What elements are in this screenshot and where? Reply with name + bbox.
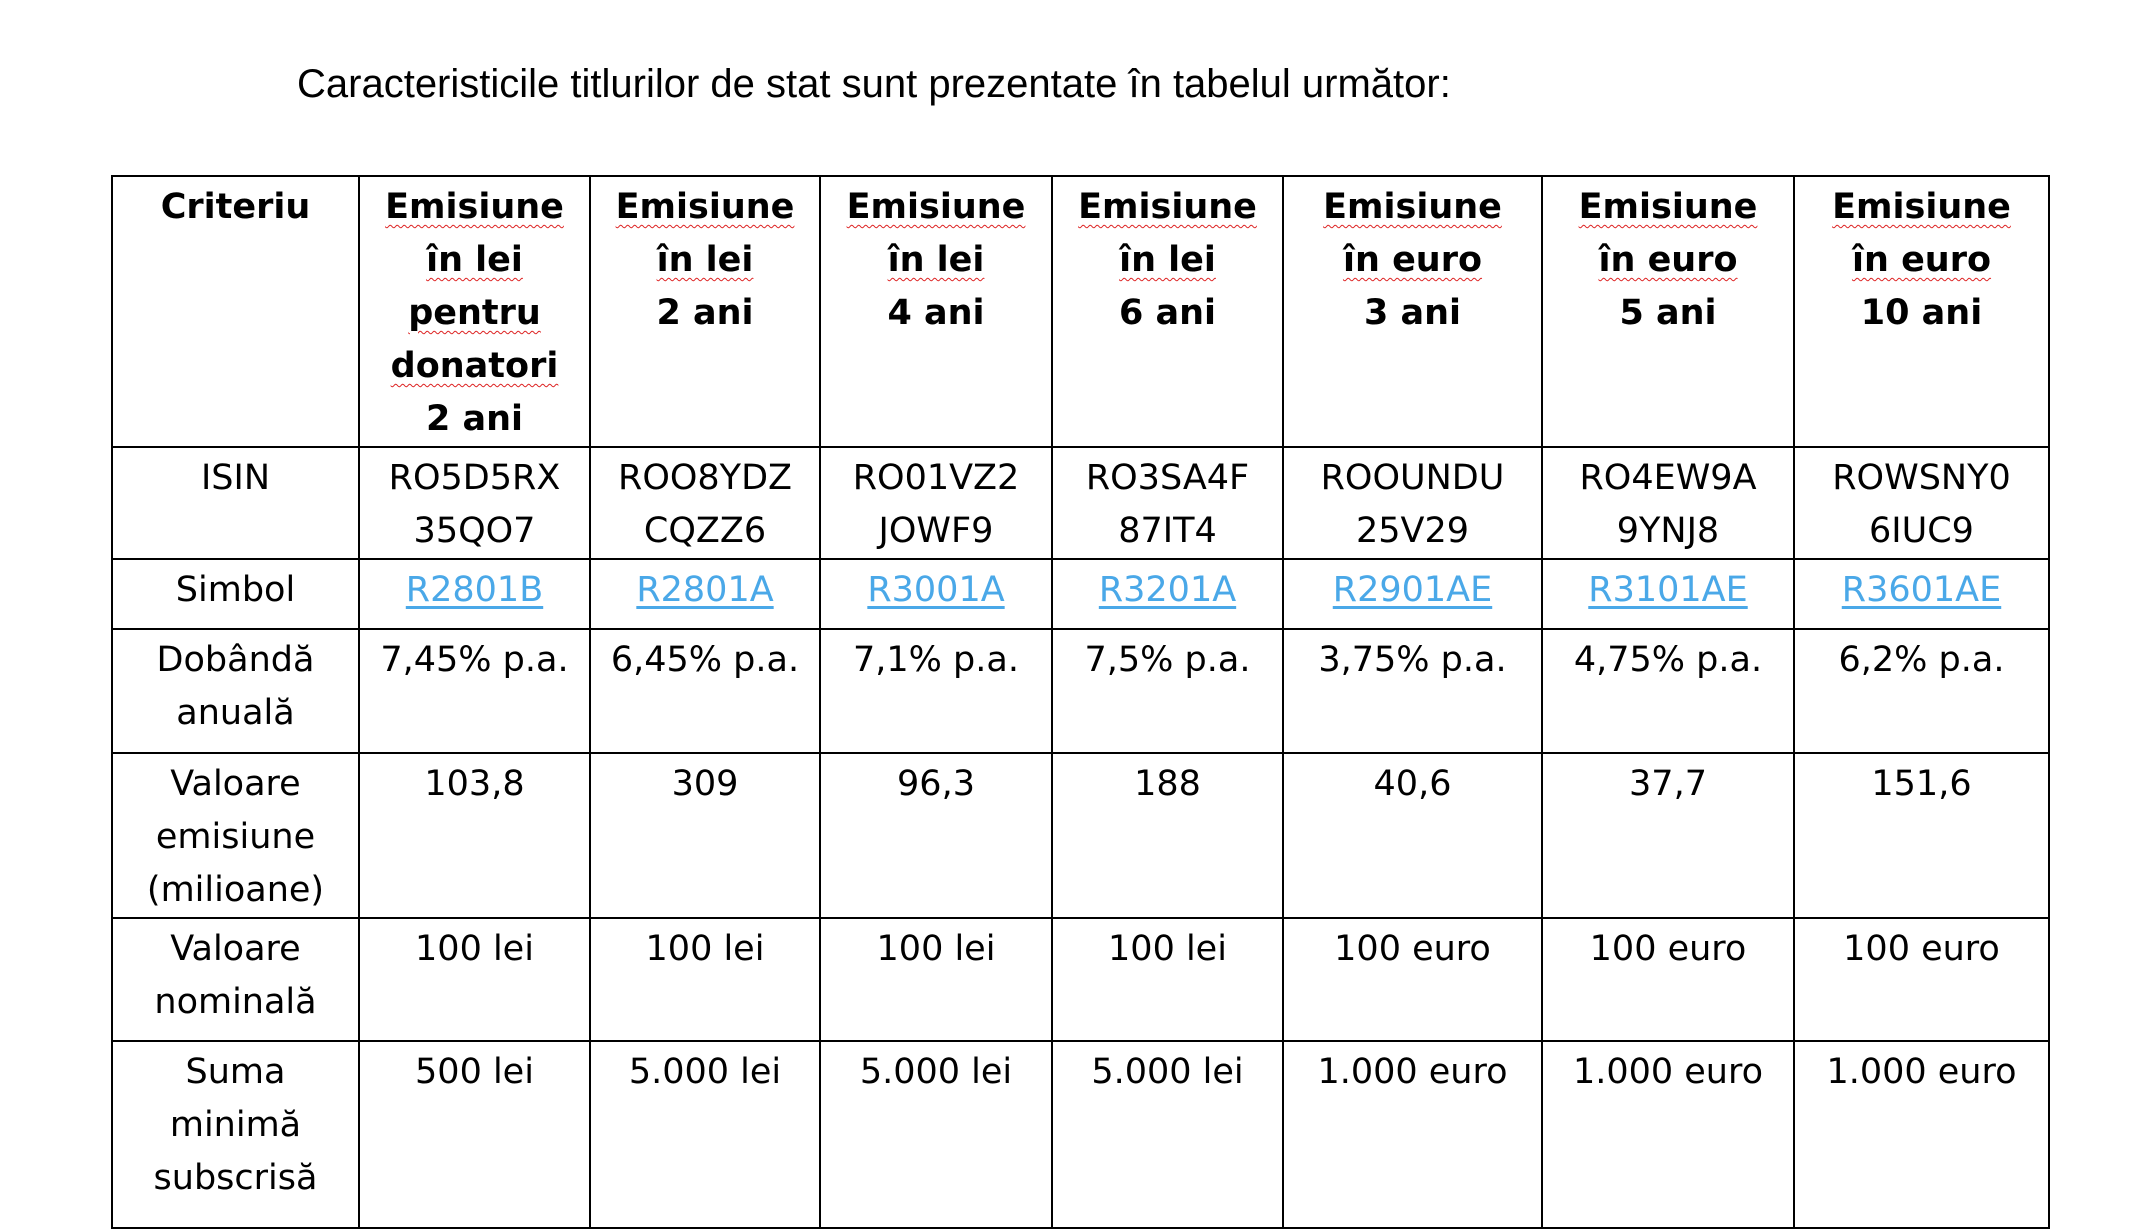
table-cell: ROO8YDZ CQZZ6 — [589, 446, 821, 560]
table-cell: 6,2% p.a. — [1793, 628, 2050, 754]
table-cell: 40,6 — [1282, 752, 1543, 919]
symbol-link[interactable]: R3001A — [867, 570, 1005, 610]
table-cell: RO3SA4F 87IT4 — [1051, 446, 1284, 560]
table-cell: 7,5% p.a. — [1051, 628, 1284, 754]
column-header-line: donatori — [390, 346, 559, 386]
symbol-link[interactable]: R2801B — [405, 570, 544, 610]
table-cell: 100 euro — [1793, 917, 2050, 1042]
table-cell: 100 euro — [1282, 917, 1543, 1042]
table-cell: 5.000 lei — [589, 1040, 821, 1229]
column-header-line: Emisiune — [385, 187, 564, 227]
column-header-line: Emisiune — [846, 187, 1026, 227]
symbol-link[interactable]: R2801A — [636, 570, 774, 610]
symbol-link[interactable]: R3101AE — [1588, 570, 1748, 610]
table-cell: 5.000 lei — [819, 1040, 1053, 1229]
bonds-table: Criteriu Emisiune în lei pentru donatori 2 a… — [111, 175, 2050, 1229]
column-header: Emisiune în lei pentru donatori 2 ani — [358, 175, 591, 448]
column-header-line: 3 ani — [1363, 293, 1462, 333]
symbol-cell: R3101AE — [1541, 558, 1795, 630]
column-header: Emisiune în euro 5 ani — [1541, 175, 1795, 448]
table-cell: RO4EW9A 9YNJ8 — [1541, 446, 1795, 560]
table-cell: 1.000 euro — [1282, 1040, 1543, 1229]
column-header: Emisiune în lei 4 ani — [819, 175, 1053, 448]
symbol-cell: R3001A — [819, 558, 1053, 630]
column-header-line: în euro — [1851, 240, 1992, 280]
column-header-line: Emisiune — [1323, 187, 1502, 227]
table-cell: 151,6 — [1793, 752, 2050, 919]
table-cell: 309 — [589, 752, 821, 919]
column-header-line: 10 ani — [1860, 293, 1983, 333]
symbol-cell: R2801A — [589, 558, 821, 630]
symbol-cell: R2901AE — [1282, 558, 1543, 630]
intro-text: Caracteristicile titlurilor de stat sunt… — [297, 62, 1451, 106]
table-cell: 7,45% p.a. — [358, 628, 591, 754]
column-header-line: în euro — [1598, 240, 1738, 280]
table-cell: 7,1% p.a. — [819, 628, 1053, 754]
table-row: Valoare nominală 100 lei 100 lei 100 lei 100… — [111, 917, 2050, 1042]
symbol-cell: R3601AE — [1793, 558, 2050, 630]
column-header: Emisiune în lei 6 ani — [1051, 175, 1284, 448]
row-label: Valoare nominală — [111, 917, 360, 1042]
table-cell: 1.000 euro — [1793, 1040, 2050, 1229]
row-label: Valoare emisiune (milioane) — [111, 752, 360, 919]
table-cell: 1.000 euro — [1541, 1040, 1795, 1229]
symbol-cell: R3201A — [1051, 558, 1284, 630]
symbol-link[interactable]: R2901AE — [1332, 570, 1493, 610]
table-cell: 6,45% p.a. — [589, 628, 821, 754]
column-header-line: Emisiune — [615, 187, 795, 227]
column-header-line: în euro — [1342, 240, 1483, 280]
table-cell: 100 euro — [1541, 917, 1795, 1042]
table-cell: ROOUNDU 25V29 — [1282, 446, 1543, 560]
table-row: Valoare emisiune (milioane) 103,8 309 96,3 1… — [111, 752, 2050, 919]
column-header-line: Emisiune — [1078, 187, 1257, 227]
table-cell: 188 — [1051, 752, 1284, 919]
header-row: Criteriu Emisiune în lei pentru donatori 2 a… — [111, 175, 2050, 448]
table-cell: 100 lei — [819, 917, 1053, 1042]
symbol-link[interactable]: R3601AE — [1841, 570, 2002, 610]
criteria-header: Criteriu — [111, 175, 360, 448]
table-cell: 100 lei — [358, 917, 591, 1042]
table-cell: RO01VZ2 JOWF9 — [819, 446, 1053, 560]
column-header-line: pentru — [408, 293, 541, 333]
column-header-line: 5 ani — [1619, 293, 1717, 333]
column-header-line: 2 ani — [425, 399, 524, 439]
symbol-link[interactable]: R3201A — [1098, 570, 1237, 610]
column-header-line: Emisiune — [1578, 187, 1758, 227]
table-cell: 5.000 lei — [1051, 1040, 1284, 1229]
column-header-line: Emisiune — [1832, 187, 2011, 227]
column-header: Emisiune în euro 10 ani — [1793, 175, 2050, 448]
column-header-line: 6 ani — [1118, 293, 1217, 333]
row-label: ISIN — [111, 446, 360, 560]
column-header-line: în lei — [1119, 240, 1216, 280]
column-header-line: 4 ani — [887, 293, 985, 333]
table-cell: 100 lei — [589, 917, 821, 1042]
table-cell: 500 lei — [358, 1040, 591, 1229]
row-label: Dobândă anuală — [111, 628, 360, 754]
row-label: Simbol — [111, 558, 360, 630]
table-row: Suma minimă subscrisă 500 lei 5.000 lei 5.0… — [111, 1040, 2050, 1229]
column-header-line: în lei — [656, 240, 754, 280]
table-cell: ROWSNY0 6IUC9 — [1793, 446, 2050, 560]
table-row: ISIN RO5D5RX 35QO7 ROO8YDZ CQZZ6 RO01VZ2 JO… — [111, 446, 2050, 560]
table-cell: RO5D5RX 35QO7 — [358, 446, 591, 560]
table-cell: 37,7 — [1541, 752, 1795, 919]
table-cell: 103,8 — [358, 752, 591, 919]
column-header: Emisiune în lei 2 ani — [589, 175, 821, 448]
column-header-line: în lei — [887, 240, 985, 280]
table-cell: 3,75% p.a. — [1282, 628, 1543, 754]
column-header-line: în lei — [426, 240, 523, 280]
table-row: Dobândă anuală 7,45% p.a. 6,45% p.a. 7,1% p… — [111, 628, 2050, 754]
column-header: Emisiune în euro 3 ani — [1282, 175, 1543, 448]
column-header-line: 2 ani — [656, 293, 754, 333]
table-cell: 100 lei — [1051, 917, 1284, 1042]
table-cell: 96,3 — [819, 752, 1053, 919]
table-cell: 4,75% p.a. — [1541, 628, 1795, 754]
symbol-cell: R2801B — [358, 558, 591, 630]
row-label: Suma minimă subscrisă — [111, 1040, 360, 1229]
table-row: Simbol R2801B R2801A R3001A R3201A R2901AE R31… — [111, 558, 2050, 630]
